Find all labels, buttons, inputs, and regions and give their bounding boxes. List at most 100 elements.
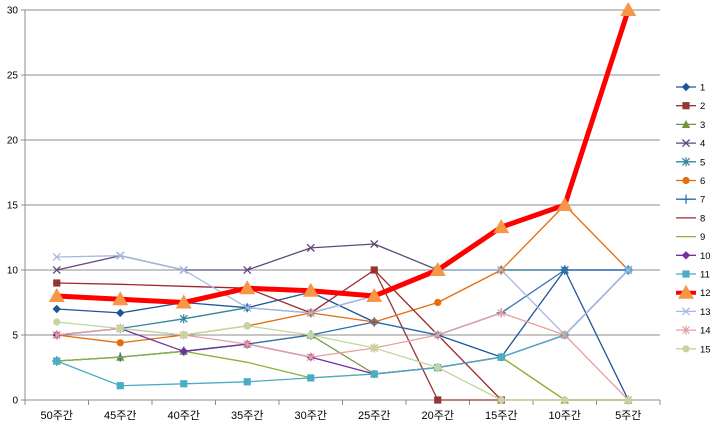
y-tick-label: 15 — [7, 201, 19, 212]
data-point-4 — [243, 265, 252, 275]
x-tick-label: 40주간 — [168, 409, 200, 422]
series-line-7 — [56, 269, 629, 362]
legend-label: 10 — [700, 251, 711, 262]
series-layer — [48, 2, 637, 405]
data-point-14 — [52, 330, 61, 340]
legend-item-13: 13 — [676, 307, 711, 318]
data-point-4 — [370, 239, 379, 249]
legend-item-10: 10 — [676, 251, 711, 262]
data-point-12 — [175, 294, 192, 309]
legend-marker — [682, 102, 690, 110]
series-line-12 — [54, 7, 631, 305]
x-tick-label: 15주간 — [485, 409, 517, 422]
legend-label: 3 — [700, 120, 705, 131]
data-point-12 — [366, 288, 383, 302]
legend-label: 12 — [700, 288, 711, 299]
legend-marker — [681, 139, 691, 148]
data-point-14 — [497, 308, 506, 318]
series-12 — [48, 2, 637, 309]
legend-label: 1 — [700, 83, 705, 94]
data-point-11 — [497, 353, 505, 361]
data-point-14 — [306, 352, 315, 362]
y-tick-label: 5 — [12, 331, 18, 342]
data-point-15 — [116, 324, 124, 333]
series-line-3 — [56, 334, 629, 401]
data-point-12 — [239, 280, 256, 295]
data-point-7 — [369, 317, 379, 327]
legend-item-1: 1 — [676, 83, 705, 94]
y-tick-label: 25 — [7, 71, 19, 82]
data-point-1 — [116, 308, 125, 318]
legend-item-7: 7 — [676, 194, 705, 206]
data-point-13 — [306, 308, 315, 317]
data-point-12 — [48, 288, 65, 302]
data-point-13 — [497, 265, 506, 275]
data-point-14 — [243, 339, 252, 349]
data-point-15 — [624, 396, 632, 404]
data-point-13 — [52, 252, 61, 262]
data-point-12 — [112, 291, 129, 306]
series-line-14 — [56, 312, 629, 401]
series-6 — [53, 201, 632, 347]
legend-marker — [681, 251, 691, 260]
legend-item-6: 6 — [676, 176, 705, 187]
legend-marker — [682, 176, 690, 185]
x-tick-label: 25주간 — [358, 409, 390, 422]
series-line-13 — [56, 255, 629, 336]
legend-marker — [681, 82, 691, 92]
y-tick-label: 10 — [7, 266, 19, 277]
data-point-11 — [180, 380, 188, 388]
x-tick-label: 35주간 — [231, 409, 263, 422]
data-point-12 — [556, 197, 573, 211]
data-point-15 — [180, 331, 188, 339]
data-point-15 — [370, 344, 378, 352]
legend-item-5: 5 — [676, 157, 705, 168]
legend-marker — [682, 345, 690, 353]
x-tick-label: 10주간 — [549, 409, 581, 422]
data-point-14 — [560, 330, 569, 340]
legend-item-12: 12 — [676, 284, 711, 299]
data-point-4 — [306, 243, 315, 252]
x-tick-label: 50주간 — [41, 409, 73, 422]
data-point-13 — [243, 303, 252, 312]
legend-label: 13 — [700, 307, 711, 318]
x-tick-label: 5주간 — [615, 409, 641, 422]
data-point-15 — [434, 363, 442, 372]
legend-marker — [681, 325, 691, 335]
legend-item-14: 14 — [676, 325, 711, 337]
legend-item-15: 15 — [676, 344, 711, 355]
legend-marker — [678, 284, 694, 299]
legend-label: 4 — [700, 139, 705, 150]
data-point-15 — [307, 331, 315, 339]
series-line-4 — [56, 243, 629, 271]
data-point-6 — [434, 298, 442, 307]
legend-label: 9 — [700, 232, 705, 243]
data-point-11 — [370, 370, 378, 378]
legend-marker — [681, 157, 691, 167]
data-point-15 — [497, 396, 505, 404]
legend-item-3: 3 — [676, 120, 705, 131]
legend-marker — [681, 307, 691, 316]
data-point-12 — [302, 282, 319, 297]
legend-marker — [681, 120, 691, 128]
x-tick-label: 30주간 — [295, 409, 327, 422]
legend-marker — [682, 270, 690, 278]
axis-layer: 0 5 10 15 20 25 30 50주간 45주간 40주간 35주간 30주간 25주간 20주간… — [7, 6, 661, 422]
legend-item-9: 9 — [676, 232, 705, 243]
data-point-13 — [624, 265, 633, 275]
data-point-13 — [116, 251, 125, 260]
series-line-11 — [56, 269, 629, 387]
legend-item-2: 2 — [676, 101, 705, 112]
legend-label: 7 — [700, 195, 705, 206]
legend-label: 15 — [700, 344, 711, 355]
data-point-11 — [53, 357, 61, 365]
y-tick-label: 0 — [12, 396, 18, 407]
data-point-15 — [243, 322, 251, 330]
data-point-15 — [561, 396, 569, 404]
legend-label: 8 — [700, 213, 705, 224]
data-point-7 — [560, 265, 570, 275]
data-point-2 — [434, 396, 442, 404]
data-point-13 — [179, 265, 188, 275]
